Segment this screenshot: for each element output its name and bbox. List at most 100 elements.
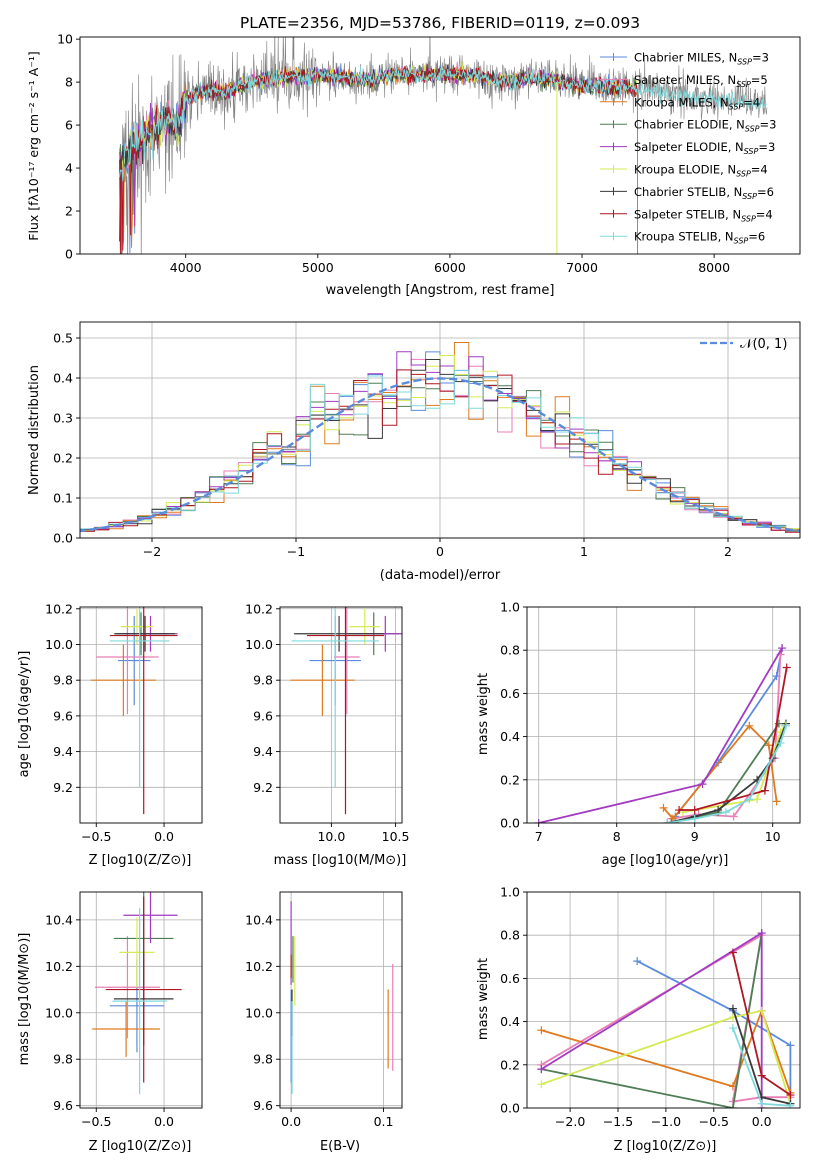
weight-age-point-salpeter_stelib-3 [782,663,791,672]
age-mass-ytick-label-5: 10.2 [245,601,273,616]
mass-ebv-ytick-label-4: 10.4 [245,912,273,927]
age-z-ytick-label-0: 9.2 [53,780,73,795]
weight-age-line-chabrier_miles [674,647,783,818]
weight-age-point-kroupa_miles-2 [745,721,754,730]
weight-age-marks [534,644,791,823]
weight-z-marks [537,929,795,1108]
weight-vs-age-panel: age [log10(age/yr)] mass weight 7 8 9 10 0.0… [476,600,801,868]
weight-z-point-kroupa_stelib-0 [728,1024,737,1033]
age-z-ytick-label-5: 10.2 [45,601,73,616]
legend-label-kroupa_elodie: Kroupa ELODIE, NSSP=4 [634,163,768,179]
weight-z-ytick-label-3: 0.6 [500,971,520,986]
age-z-frame [79,606,203,824]
age-z-ytick-label-3: 9.8 [53,673,73,688]
residual-panel: −2 −1 0 1 2 0.0 0.1 0.2 0.3 0.4 0.5 𝒩(0, 1) (data-… [27,321,801,583]
weight-age-point-kroupa_stelib-4 [776,739,785,748]
weight-z-ytick-label-1: 0.2 [500,1057,520,1072]
weight-z-xtick-label-4: 0.0 [752,1114,772,1129]
residual-histograms [80,342,800,534]
weight-z-ytick-label-2: 0.4 [500,1014,520,1029]
spectrum-xtick-label-4: 8000 [698,260,730,275]
weight-age-xtick-label-3: 10 [765,829,781,844]
age-vs-metallicity-panel: Z [log10(Z/Z⊙)] age [log10(age/yr)] −0.5… [17,601,203,868]
normal-curve [80,377,800,533]
spectrum-plot-area [119,37,768,254]
residual-xlabel: (data-model)/error [380,568,501,583]
residual-ytick-label-0: 0.0 [53,531,73,546]
spectrum-ytick-label-2: 4 [65,161,73,176]
weight-age-line-salpeter_stelib [679,667,788,811]
age-mass-xtick-label-1: 10.5 [382,829,410,844]
age-z-ytick-label-2: 9.6 [53,708,73,723]
spectrum-ytick-label-4: 8 [65,75,73,90]
weight-age-point-kroupa_stelib-5 [781,721,790,730]
weight-z-line-kroupa_miles [541,1008,792,1094]
weight-z-point-kroupa_elodie-0 [537,1080,546,1089]
residual-xtick-label-0: −2 [143,544,161,559]
mass-z-ytick-label-3: 10.2 [45,959,73,974]
weight-age-ytick-label-1: 0.2 [500,772,520,787]
weight-age-ytick-label-3: 0.6 [500,686,520,701]
weight-z-point-chabrier_miles-0 [633,957,642,966]
residual-ytick-label-3: 0.3 [53,411,73,426]
weight-z-point-salpeter_elodie-0 [537,1065,546,1074]
weight-z-point-salpeter_stelib-1 [757,1071,766,1080]
spectrum-legend: Chabrier MILES, NSSP=3 Salpeter MILES, NS… [600,51,776,246]
spectrum-xtick-label-1: 5000 [302,260,334,275]
age-mass-ytick-label-1: 9.4 [253,744,273,759]
weight-age-point-kroupa_miles-0 [659,803,668,812]
weight-age-point-salpeter_elodie-2 [778,644,787,653]
legend-label-salpeter_miles: Salpeter MILES, NSSP=5 [634,73,768,89]
age-mass-ytick-label-2: 9.6 [253,708,273,723]
weight-age-point-salpeter_elodie-0 [534,819,543,823]
weight-z-ytick-label-0: 0.0 [500,1101,520,1116]
mass-z-ytick-label-2: 10.0 [45,1005,73,1020]
spectrum-lines [119,37,768,254]
weight-z-point-chabrier_miles-2 [786,1041,795,1050]
spectrum-xtick-label-0: 4000 [170,260,202,275]
weight-z-point-chabrier_elodie-1 [728,1104,737,1108]
residual-ytick-label-1: 0.1 [53,491,73,506]
weight-age-xtick-label-1: 8 [613,829,621,844]
residual-ylabel: Normed distribution [27,365,42,495]
legend-label-chabrier_stelib: Chabrier STELIB, NSSP=6 [634,185,774,201]
weight-age-frame [526,606,801,824]
weight-age-line-kroupa_miles [662,724,778,821]
weight-z-ytick-label-5: 1.0 [500,885,520,900]
spectrum-frame [79,36,801,255]
mass-z-frame [79,891,203,1109]
spectrum-xtick-label-2: 6000 [434,260,466,275]
weight-z-point-salpeter_stelib-2 [786,1091,795,1100]
weight-age-point-kroupa_miles-4 [772,797,781,806]
weight-age-xtick-label-0: 7 [535,829,543,844]
mass-ebv-ytick-label-3: 10.2 [245,959,273,974]
weight-z-line-chabrier_elodie [541,932,763,1108]
age-mass-ytick-label-3: 9.8 [253,673,273,688]
mass-z-ytick-label-0: 9.6 [53,1098,73,1113]
legend-label-salpeter_stelib: Salpeter STELIB, NSSP=4 [634,207,773,223]
weight-z-xtick-label-1: −1.5 [603,1114,633,1129]
residual-ticks: −2 −1 0 1 2 0.0 0.1 0.2 0.3 0.4 0.5 [53,331,732,560]
spectrum-xtick-label-3: 7000 [566,260,598,275]
age-mass-xtick-label-0: 10.0 [317,829,345,844]
age-z-ylabel: age [log10(age/yr)] [17,651,32,778]
mass-z-ylabel: mass [log10(M/M⊙)] [17,933,32,1066]
weight-z-xlabel: Z [log10(Z/Z⊙)] [614,1139,717,1154]
spectrum-ytick-label-0: 0 [65,247,73,262]
weight-age-point-kroupa_miles-3 [764,741,773,750]
weight-age-point-kroupa_stelib-1 [690,814,699,823]
residual-xtick-label-1: −1 [287,544,305,559]
weight-age-xlabel: age [log10(age/yr)] [602,853,729,868]
model-spectrum-kroupa_stelib [119,66,767,182]
weight-age-point-kroupa_elodie-1 [753,795,762,804]
residual-xtick-label-3: 1 [580,544,588,559]
weight-age-ytick-label-4: 0.8 [500,643,520,658]
spectrum-ytick-label-3: 6 [65,118,73,133]
age-z-ytick-label-1: 9.4 [53,744,73,759]
spectrum-ytick-label-5: 10 [57,32,73,47]
residual-xtick-label-2: 0 [436,544,444,559]
weight-z-ylabel: mass weight [476,958,491,1040]
weight-vs-metallicity-panel: Z [log10(Z/Z⊙)] mass weight −2.0 −1.5 −1.0… [476,885,801,1154]
age-mass-ytick-label-0: 9.2 [253,780,273,795]
